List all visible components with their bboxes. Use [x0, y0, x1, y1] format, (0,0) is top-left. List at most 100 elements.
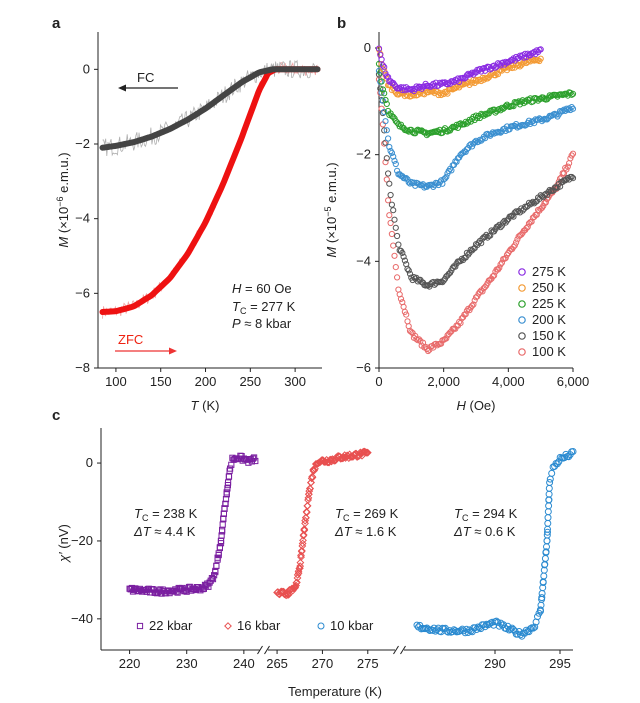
panel-c-point: [544, 514, 552, 522]
panel-b-point: [568, 104, 575, 111]
panel-b-point: [388, 230, 395, 238]
panel-c-point: [309, 466, 318, 475]
panel-c-axis-break-mark: [264, 645, 270, 655]
panel-c-point: [223, 491, 230, 498]
panel-b-point: [379, 86, 386, 93]
panel-c-point: [362, 448, 371, 457]
panel-b-point: [397, 295, 405, 302]
panel-b-point: [383, 127, 390, 134]
panel-b-point: [453, 158, 460, 165]
legend-marker-22kbar: [136, 622, 144, 630]
panel-b-point: [498, 222, 505, 229]
panel-b-point: [544, 192, 551, 199]
panel-b-point: [491, 272, 498, 279]
panel-b-point: [386, 180, 393, 187]
panel-b-point: [410, 179, 417, 186]
panel-c-axis-break-gap: [259, 647, 268, 653]
panel-c-point: [213, 562, 220, 569]
panel-b-point: [392, 224, 399, 231]
panel-a-ylabel-exp: −6: [55, 196, 65, 206]
panel-b-series-275k: [375, 45, 544, 95]
panel-b-point: [488, 227, 495, 234]
svg-text:M (×10−5 e.m.u.): M (×10−5 e.m.u.): [323, 162, 339, 257]
panel-b-point: [569, 90, 577, 98]
panel-b-point: [387, 219, 394, 227]
panel-a-ylabel-tail: e.m.u.): [56, 152, 71, 196]
panel-c-series-10kbar: [413, 448, 577, 640]
panel-b-point: [441, 175, 449, 182]
panel-c-point: [225, 479, 232, 486]
svg-text:TC = 269 K: TC = 269 K: [335, 506, 399, 523]
panel-c-point: [251, 454, 258, 461]
panel-c-point: [529, 624, 537, 632]
panel-b-point: [425, 347, 432, 355]
panel-b-point: [381, 108, 388, 116]
panel-c-point: [299, 536, 307, 545]
panel-b-point: [390, 153, 397, 160]
panel-b-point: [496, 264, 503, 271]
panel-c-legend: 22 kbar 16 kbar 10 kbar: [136, 618, 374, 633]
panel-c-point: [215, 550, 222, 557]
panel-c-axis-break-mark: [257, 645, 263, 655]
panel-c-point: [531, 623, 539, 631]
panel-c-xtick-label: 240: [233, 656, 255, 671]
panel-b-point: [392, 160, 399, 168]
panel-c-point: [527, 625, 534, 633]
svg-text:ΔT ≈ 1.6 K: ΔT ≈ 1.6 K: [334, 524, 397, 539]
panel-b-point: [463, 72, 470, 79]
panel-c-axis-break-mark: [393, 645, 399, 655]
panel-c-xlabel: Temperature (K): [288, 684, 382, 699]
panel-c-point: [363, 448, 372, 457]
panel-b-point: [413, 83, 420, 90]
svg-text:χ′ (nV): χ′ (nV): [56, 524, 71, 563]
legend-marker-200k: [518, 316, 526, 324]
panel-b-point: [391, 216, 398, 223]
panel-b-xlabel: H (Oe): [456, 398, 495, 413]
panel-b-point: [469, 302, 476, 309]
panel-c-point: [548, 469, 556, 477]
panel-c-point: [307, 478, 315, 487]
panel-c-point: [363, 448, 371, 457]
panel-b-point: [385, 170, 392, 177]
panel-c-point: [296, 558, 305, 567]
panel-c-point: [213, 562, 220, 569]
panel-c-point: [538, 590, 546, 597]
panel-c-point: [299, 530, 308, 539]
panel-a-xtick-label: 100: [105, 374, 127, 389]
panel-c-point: [317, 622, 325, 630]
svg-text:TC = 277 K: TC = 277 K: [232, 299, 296, 316]
panel-b-point: [410, 92, 417, 99]
legend-label-100k: 100 K: [532, 344, 566, 359]
panel-c-xtick-label: 270: [312, 656, 334, 671]
svg-text:P ≈ 8 kbar: P ≈ 8 kbar: [232, 316, 292, 331]
legend-label-10kbar: 10 kbar: [330, 618, 374, 633]
legend-marker-150k: [518, 332, 526, 340]
panel-b-point: [532, 199, 539, 206]
panel-c-point: [297, 551, 305, 560]
panel-b-point: [511, 242, 518, 249]
panel-c-point: [226, 467, 233, 474]
panel-b-point: [378, 56, 385, 63]
panel-a-ytick-label: −6: [75, 285, 90, 300]
panel-c-point: [219, 521, 226, 528]
legend-label-16kbar: 16 kbar: [237, 618, 281, 633]
panel-c-point: [544, 508, 552, 516]
panel-c-xtick-label: 275: [357, 656, 379, 671]
svg-text:ΔT ≈ 4.4 K: ΔT ≈ 4.4 K: [133, 524, 196, 539]
legend-label-250k: 250 K: [532, 280, 566, 295]
panel-b-series-200k: [375, 67, 577, 191]
panel-b-point: [379, 97, 386, 104]
panel-b-point: [452, 263, 459, 270]
panel-a-ylabel-var: M: [56, 237, 71, 248]
panel-b-point: [416, 336, 423, 343]
panel-c-point: [545, 502, 553, 510]
panel-b-point: [382, 96, 389, 104]
panel-b-point: [494, 223, 502, 230]
panel-a-ytick-label: −2: [75, 136, 90, 151]
panel-c-point: [136, 622, 144, 630]
panel-c-xtick-label: 290: [484, 656, 506, 671]
panel-b-point: [379, 62, 386, 69]
panel-b-point: [410, 274, 417, 281]
panel-b-point: [568, 91, 575, 98]
panel-b-point: [569, 175, 577, 182]
